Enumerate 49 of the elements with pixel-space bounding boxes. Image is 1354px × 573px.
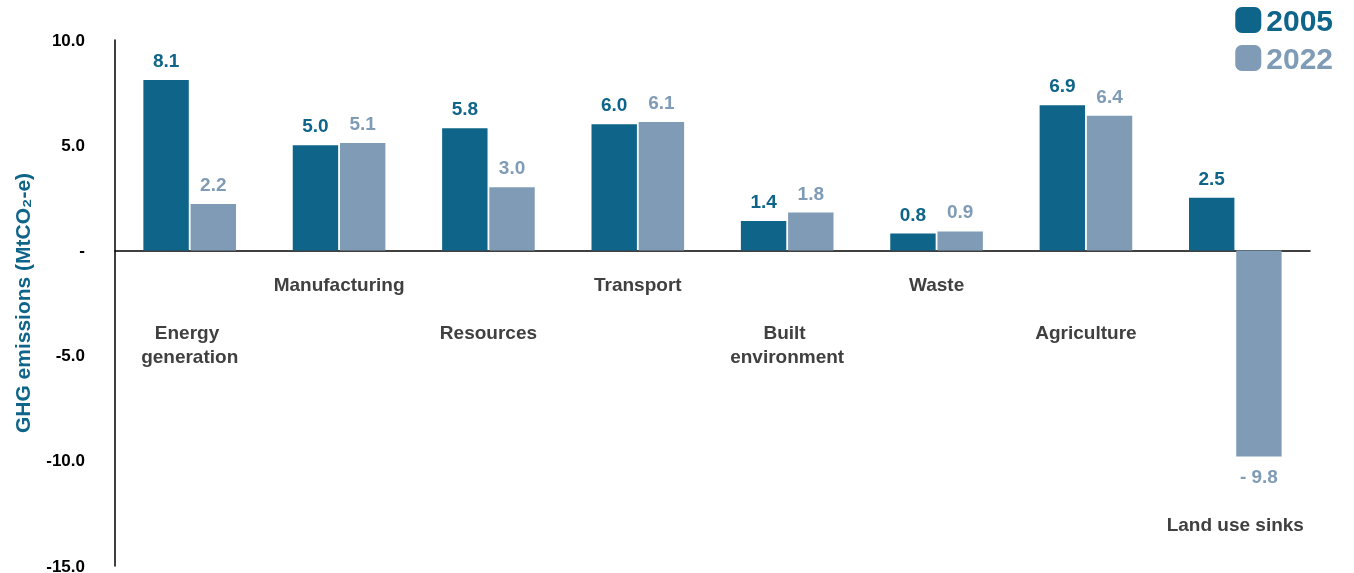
bar: [1236, 250, 1282, 457]
x-tick-label: Manufacturing: [273, 273, 405, 295]
data-label: 1.8: [797, 182, 825, 204]
bar: [190, 204, 236, 251]
legend-label: 2005: [1266, 3, 1334, 37]
bar: [638, 122, 685, 251]
x-tick-label: Resources: [439, 321, 538, 343]
data-label: 5.0: [302, 115, 329, 137]
data-label: - 9.8: [1239, 465, 1278, 487]
data-label: 0.8: [899, 203, 927, 225]
y-tick-label: 5.0: [61, 135, 85, 155]
y-tick-label: -5.0: [55, 346, 85, 366]
bar: [1086, 115, 1133, 251]
data-label: 2.2: [200, 174, 227, 196]
bar: [1039, 105, 1086, 251]
bar: [339, 143, 386, 251]
y-tick-label: -15.0: [46, 556, 85, 573]
data-label: 6.4: [1096, 85, 1124, 107]
data-label: 1.4: [750, 190, 778, 212]
bar: [937, 231, 983, 251]
x-tick-label: Built environment: [730, 321, 845, 367]
x-tick-label: Waste: [908, 273, 965, 295]
bar: [489, 187, 535, 251]
y-tick-label: -: [79, 240, 85, 260]
bar: [1189, 197, 1235, 251]
x-tick-label: Agriculture: [1035, 321, 1137, 343]
bar: [788, 212, 834, 251]
bar: [740, 220, 787, 251]
bar: [292, 145, 339, 251]
legend-label: 2022: [1266, 41, 1334, 75]
y-tick-label: 10.0: [51, 30, 85, 50]
data-label: 8.1: [152, 49, 180, 71]
data-label: 2.5: [1198, 167, 1226, 189]
bar: [442, 128, 488, 251]
data-label: 3.0: [498, 157, 526, 179]
bar: [890, 233, 936, 251]
bar: [591, 124, 637, 251]
x-tick-label: Transport: [594, 273, 683, 295]
data-label: 6.9: [1049, 75, 1076, 97]
y-tick-label: -10.0: [46, 451, 85, 471]
data-label: 5.1: [349, 113, 377, 135]
data-label: 6.1: [648, 92, 676, 114]
data-label: 0.9: [946, 201, 974, 223]
x-tick-label: Energy generation: [141, 321, 239, 367]
data-label: 5.8: [451, 98, 479, 120]
y-axis-title: GHG emissions (MtCO₂-e): [11, 172, 34, 434]
x-tick-label: Land use sinks: [1166, 513, 1304, 535]
data-label: 6.0: [600, 94, 628, 116]
bar: [143, 79, 189, 251]
